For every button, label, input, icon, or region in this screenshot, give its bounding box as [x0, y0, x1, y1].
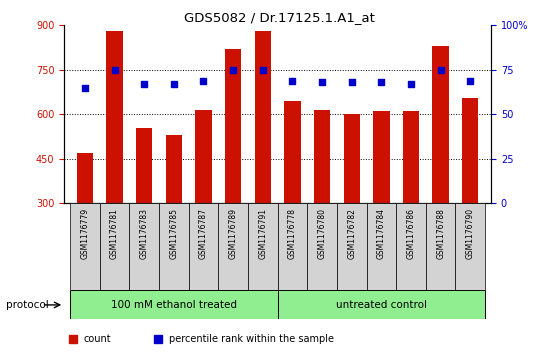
- Bar: [373, 111, 389, 203]
- Text: GSM1176785: GSM1176785: [169, 208, 179, 258]
- Bar: [403, 111, 419, 203]
- Bar: [367, 203, 396, 290]
- Bar: [432, 46, 449, 203]
- Bar: [462, 98, 478, 203]
- Bar: [218, 203, 248, 290]
- Point: [407, 81, 416, 87]
- Point: [110, 67, 119, 73]
- Bar: [195, 110, 211, 203]
- Text: GSM1176790: GSM1176790: [466, 208, 475, 259]
- Point: [140, 81, 148, 87]
- Text: GSM1176788: GSM1176788: [436, 208, 445, 258]
- Point: [318, 79, 326, 85]
- Text: GSM1176778: GSM1176778: [288, 208, 297, 258]
- Text: GSM1176784: GSM1176784: [377, 208, 386, 258]
- Bar: [70, 203, 100, 290]
- Bar: [107, 31, 123, 203]
- Bar: [254, 31, 271, 203]
- Point: [170, 81, 179, 87]
- Bar: [278, 203, 307, 290]
- Text: GSM1176779: GSM1176779: [80, 208, 89, 259]
- Text: GDS5082 / Dr.17125.1.A1_at: GDS5082 / Dr.17125.1.A1_at: [184, 11, 374, 24]
- Text: GSM1176783: GSM1176783: [140, 208, 149, 258]
- Bar: [344, 114, 360, 203]
- Point: [377, 79, 386, 85]
- Text: GSM1176781: GSM1176781: [110, 208, 119, 258]
- Bar: [225, 49, 241, 203]
- Bar: [426, 203, 455, 290]
- Bar: [166, 135, 182, 203]
- Point: [347, 79, 356, 85]
- Bar: [337, 203, 367, 290]
- Bar: [278, 290, 485, 319]
- Bar: [284, 101, 301, 203]
- Text: count: count: [83, 334, 111, 344]
- Text: percentile rank within the sample: percentile rank within the sample: [169, 334, 334, 344]
- Text: GSM1176780: GSM1176780: [318, 208, 326, 258]
- Bar: [248, 203, 278, 290]
- Bar: [314, 110, 330, 203]
- Text: untreated control: untreated control: [336, 300, 427, 310]
- Point: [229, 67, 238, 73]
- Text: GSM1176787: GSM1176787: [199, 208, 208, 258]
- Text: GSM1176786: GSM1176786: [406, 208, 416, 258]
- Point: [288, 78, 297, 83]
- Point: [199, 78, 208, 83]
- Bar: [70, 290, 278, 319]
- Point: [436, 67, 445, 73]
- Bar: [189, 203, 218, 290]
- Text: protocol: protocol: [6, 300, 49, 310]
- Text: GSM1176782: GSM1176782: [347, 208, 356, 258]
- Bar: [129, 203, 159, 290]
- Bar: [307, 203, 337, 290]
- Point: [80, 85, 89, 90]
- Point: [466, 78, 475, 83]
- Text: GSM1176789: GSM1176789: [229, 208, 238, 258]
- Bar: [396, 203, 426, 290]
- Text: 100 mM ethanol treated: 100 mM ethanol treated: [111, 300, 237, 310]
- Text: GSM1176791: GSM1176791: [258, 208, 267, 258]
- Bar: [136, 128, 152, 203]
- Bar: [455, 203, 485, 290]
- Point: [258, 67, 267, 73]
- Bar: [77, 153, 93, 203]
- Bar: [159, 203, 189, 290]
- Bar: [100, 203, 129, 290]
